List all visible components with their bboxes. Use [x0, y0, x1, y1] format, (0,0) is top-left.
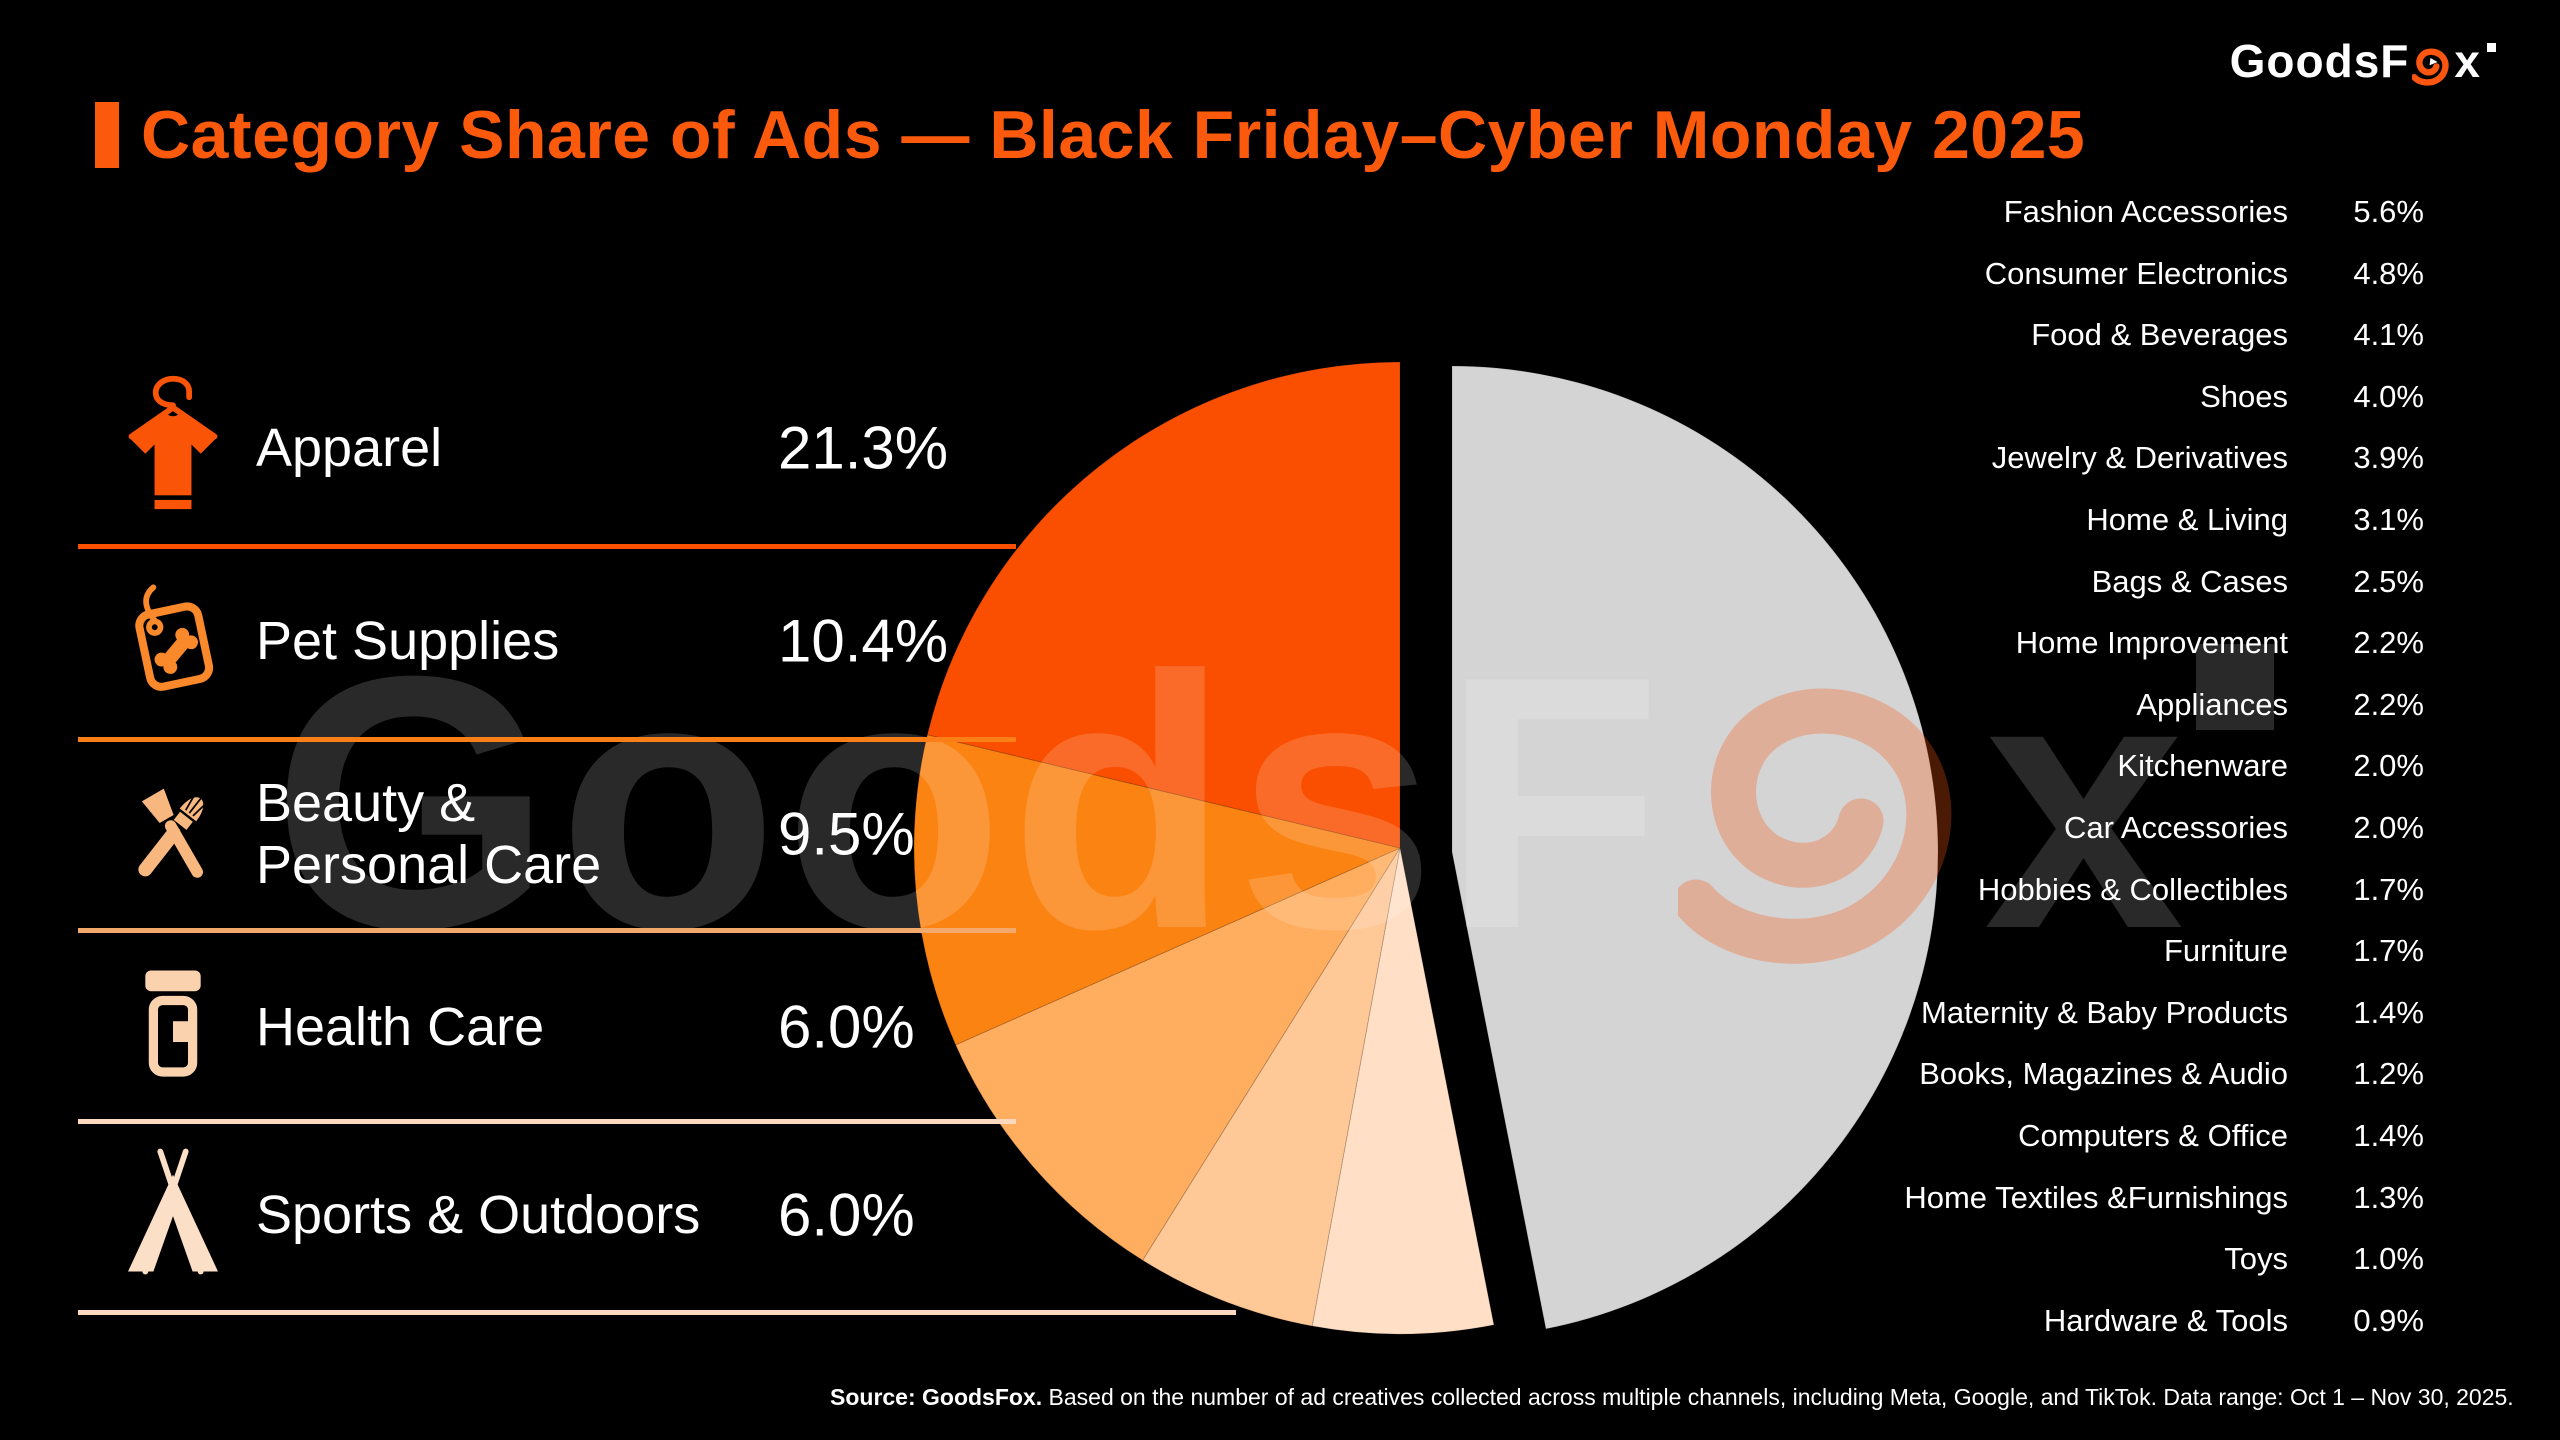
tshirt-icon — [108, 373, 238, 523]
other-category-label: Shoes — [2200, 378, 2288, 414]
source-label: Source: GoodsFox. — [830, 1384, 1043, 1410]
row-divider — [78, 1310, 1236, 1315]
other-category-label: Furniture — [2163, 933, 2288, 969]
other-category-row: Home Improvement 2.2% — [0, 612, 2560, 674]
title-block: Category Share of Ads — Black Friday–Cyb… — [95, 96, 2085, 174]
other-category-value: 2.0% — [2353, 810, 2424, 845]
other-category-label: Home Textiles &Furnishings — [1904, 1179, 2288, 1215]
other-category-label: Kitchenware — [2117, 748, 2288, 784]
source-description: Based on the number of ad creatives coll… — [1042, 1384, 2514, 1410]
other-category-value: 3.9% — [2353, 440, 2424, 476]
other-category-value: 2.2% — [2353, 686, 2424, 722]
other-category-row: Furniture 1.7% — [0, 920, 2560, 982]
other-category-value: 2.2% — [2353, 625, 2424, 661]
source-note: Source: GoodsFox. Based on the number of… — [830, 1384, 2514, 1411]
other-category-label: Books, Magazines & Audio — [1919, 1056, 2288, 1092]
other-category-row: Consumer Electronics 4.8% — [0, 243, 2560, 305]
top-category-value: 6.0% — [778, 993, 915, 1061]
pie-slice-all-other-categories-right-hand-list-combined — [1451, 365, 1939, 1330]
other-category-value: 1.7% — [2353, 933, 2424, 969]
row-divider — [78, 544, 1016, 549]
other-category-value: 1.2% — [2353, 1056, 2424, 1092]
other-category-label: Fashion Accessories — [2003, 194, 2288, 229]
other-category-value: 2.5% — [2353, 563, 2424, 599]
other-category-label: Home & Living — [2086, 502, 2288, 537]
other-category-value: 1.3% — [2353, 1179, 2424, 1215]
watermark-trademark-square — [2196, 644, 2274, 730]
other-category-row: Bags & Cases 2.5% — [0, 551, 2560, 613]
pet-tag-icon — [108, 566, 238, 716]
top-category-label: Health Care — [256, 997, 545, 1057]
pie-slice-beauty-personal-care — [954, 846, 1402, 1261]
other-category-value: 4.0% — [2353, 378, 2424, 414]
other-category-value: 4.1% — [2353, 317, 2424, 353]
pie-slice-apparel — [926, 361, 1401, 849]
other-category-row: Maternity & Baby Products 1.4% — [0, 982, 2560, 1044]
other-category-label: Jewelry & Derivatives — [1991, 440, 2288, 476]
other-category-row: Kitchenware 2.0% — [0, 735, 2560, 797]
other-category-label: Consumer Electronics — [1984, 255, 2288, 291]
other-category-row: Computers & Office 1.4% — [0, 1105, 2560, 1167]
pie-slice-health-care — [1141, 847, 1401, 1327]
logo-trademark-square — [2487, 42, 2496, 52]
other-category-label: Food & Beverages — [2031, 317, 2288, 353]
other-category-row: Fashion Accessories 5.6% — [0, 181, 2560, 243]
other-category-row: Shoes 4.0% — [0, 366, 2560, 428]
other-category-label: Hobbies & Collectibles — [1977, 871, 2288, 907]
logo-text-suffix: x — [2454, 35, 2481, 87]
other-category-value: 1.7% — [2353, 871, 2424, 907]
other-category-row: Hardware & Tools 0.9% — [0, 1290, 2560, 1352]
other-category-row: Jewelry & Derivatives 3.9% — [0, 427, 2560, 489]
pie-slice-pet-supplies — [913, 734, 1402, 1046]
row-divider — [78, 737, 1016, 742]
other-category-row: Toys 1.0% — [0, 1228, 2560, 1290]
logo-text-prefix: GoodsF — [2229, 35, 2410, 87]
other-category-label: Maternity & Baby Products — [1921, 994, 2288, 1030]
top-category-value: 6.0% — [778, 1181, 915, 1249]
top-category-value: 10.4% — [778, 607, 949, 675]
other-category-value: 4.8% — [2353, 255, 2424, 291]
pill-bottle-icon — [108, 952, 238, 1102]
tent-icon — [108, 1140, 238, 1290]
top-category-label: Pet Supplies — [256, 611, 560, 671]
makeup-brushes-icon — [108, 759, 238, 909]
other-category-value: 1.4% — [2353, 1118, 2424, 1153]
other-category-label: Toys — [2224, 1241, 2288, 1277]
row-divider — [78, 928, 1016, 933]
other-category-label: Bags & Cases — [2091, 563, 2288, 599]
top-category-value: 21.3% — [778, 414, 949, 482]
other-category-label: Car Accessories — [2064, 810, 2288, 845]
other-category-label: Appliances — [2136, 686, 2288, 722]
row-divider — [78, 1119, 1016, 1124]
page-title: Category Share of Ads — Black Friday–Cyb… — [141, 97, 2086, 173]
other-category-row: Food & Beverages 4.1% — [0, 304, 2560, 366]
top-category-label: Apparel — [256, 418, 443, 478]
other-category-label: Computers & Office — [2018, 1118, 2288, 1153]
other-category-row: Appliances 2.2% — [0, 674, 2560, 736]
other-category-value: 1.4% — [2353, 994, 2424, 1030]
goodsfox-logo: GoodsF x — [2230, 34, 2496, 88]
other-category-row: Hobbies & Collectibles 1.7% — [0, 859, 2560, 921]
other-category-value: 1.0% — [2353, 1241, 2424, 1277]
other-category-value: 2.0% — [2353, 748, 2424, 784]
other-category-row: Car Accessories 2.0% — [0, 797, 2560, 859]
top-category-label: Beauty & Personal Care — [256, 773, 602, 895]
other-category-value: 5.6% — [2353, 194, 2424, 229]
other-category-row: Books, Magazines & Audio 1.2% — [0, 1043, 2560, 1105]
top-category-label: Sports & Outdoors — [256, 1185, 701, 1245]
other-category-value: 3.1% — [2353, 502, 2424, 537]
title-accent-bar — [95, 102, 119, 168]
other-category-row: Home & Living 3.1% — [0, 489, 2560, 551]
fox-swirl-icon — [2412, 48, 2450, 86]
top-category-value: 9.5% — [778, 800, 915, 868]
other-category-label: Hardware & Tools — [2043, 1302, 2288, 1338]
other-category-row: Home Textiles &Furnishings 1.3% — [0, 1167, 2560, 1229]
pie-slice-sports-outdoors — [1311, 847, 1495, 1335]
other-category-value: 0.9% — [2353, 1302, 2424, 1338]
other-category-label: Home Improvement — [2015, 625, 2288, 661]
